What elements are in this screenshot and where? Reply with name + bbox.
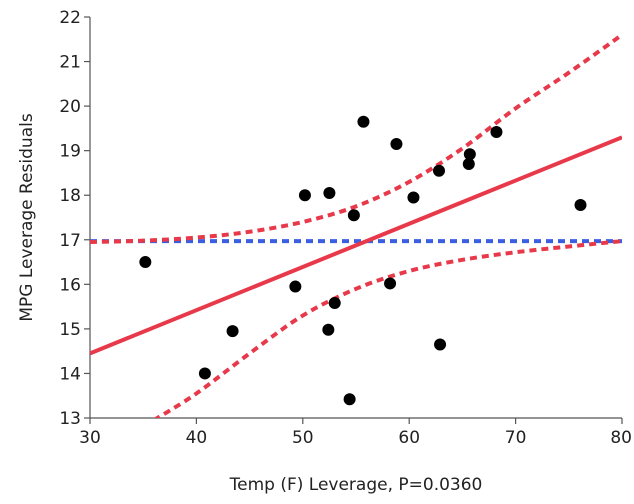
data-point bbox=[289, 280, 302, 293]
y-tick-label: 17 bbox=[59, 231, 81, 251]
data-point bbox=[357, 115, 370, 128]
x-tick-label: 40 bbox=[186, 428, 208, 448]
y-tick-label: 20 bbox=[59, 97, 81, 117]
y-axis-title: MPG Leverage Residuals bbox=[17, 113, 37, 322]
data-point bbox=[434, 338, 447, 351]
data-point bbox=[347, 209, 360, 222]
y-tick-label: 13 bbox=[59, 409, 81, 429]
data-point bbox=[298, 189, 311, 202]
fit-line bbox=[90, 135, 622, 356]
data-point bbox=[384, 277, 397, 290]
x-tick-label: 80 bbox=[610, 428, 632, 448]
data-point bbox=[198, 367, 211, 380]
data-point bbox=[139, 256, 152, 269]
y-tick-label: 14 bbox=[59, 364, 81, 384]
y-axis: 13 14 15 16 17 18 19 20 21 22 bbox=[59, 8, 90, 429]
series-lines bbox=[90, 33, 622, 418]
x-axis: 30 40 50 60 70 80 bbox=[79, 418, 632, 448]
y-tick-label: 22 bbox=[59, 8, 81, 28]
data-point bbox=[328, 297, 341, 310]
data-point bbox=[462, 158, 475, 171]
y-tick-label: 15 bbox=[59, 320, 81, 340]
data-point bbox=[226, 325, 239, 338]
x-tick-label: 70 bbox=[505, 428, 527, 448]
data-point bbox=[463, 148, 476, 161]
y-tick-label: 21 bbox=[59, 53, 81, 73]
data-points bbox=[139, 115, 587, 406]
data-point bbox=[407, 191, 420, 204]
data-point bbox=[490, 125, 503, 138]
data-point bbox=[322, 323, 335, 336]
data-point bbox=[343, 393, 356, 406]
confidence-upper-curve bbox=[90, 33, 622, 245]
data-point bbox=[390, 137, 403, 150]
y-tick-label: 18 bbox=[59, 186, 81, 206]
data-point bbox=[323, 186, 336, 199]
y-tick-label: 19 bbox=[59, 142, 81, 162]
x-tick-label: 60 bbox=[398, 428, 420, 448]
y-tick-label: 16 bbox=[59, 275, 81, 295]
data-point bbox=[432, 164, 445, 177]
x-tick-label: 50 bbox=[292, 428, 314, 448]
data-point bbox=[574, 199, 587, 212]
x-axis-title: Temp (F) Leverage, P=0.0360 bbox=[229, 475, 483, 495]
x-tick-label: 30 bbox=[79, 428, 101, 448]
